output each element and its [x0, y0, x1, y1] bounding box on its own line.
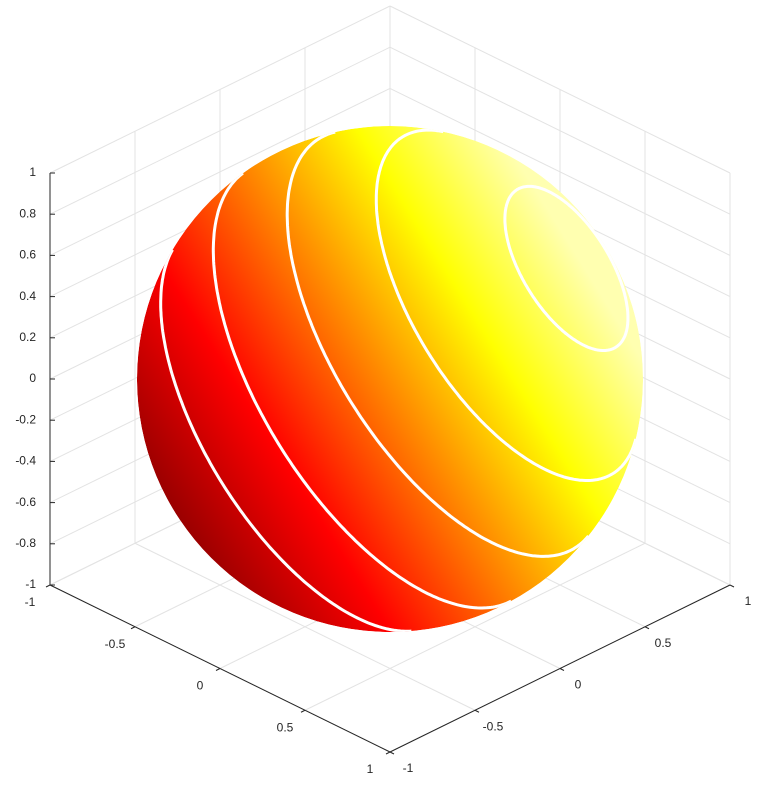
z-tick-label: 1 [29, 165, 36, 179]
contour-line [374, 128, 638, 482]
tick-mark [474, 709, 480, 713]
grid-line [49, 5, 391, 174]
z-tick-label: 0.2 [19, 330, 36, 344]
contour-line [503, 184, 630, 352]
grid-line [49, 87, 391, 256]
sphere [137, 126, 643, 632]
z-tick-label: 0 [29, 371, 36, 385]
x-tick-label: -1 [25, 595, 36, 609]
sphere-surface [137, 126, 643, 632]
x-tick-label: 1 [367, 762, 374, 776]
tick-mark [729, 584, 735, 588]
grid-line [389, 87, 731, 256]
tick-mark [389, 751, 395, 755]
y-tick-label: 1 [745, 594, 752, 608]
x-tick-label: 0 [197, 679, 204, 693]
contour-line [159, 249, 412, 632]
z-tick-label: 0.4 [19, 289, 36, 303]
grid-line [389, 46, 731, 215]
x-tick-label: -0.5 [105, 637, 126, 651]
z-tick-label: -0.4 [15, 454, 36, 468]
y-tick-label: -1 [403, 761, 414, 775]
tick-mark [130, 626, 136, 630]
y-tick-label: 0 [575, 678, 582, 692]
tick-mark [300, 709, 306, 713]
y-tick-label: -0.5 [483, 719, 504, 733]
z-tick-label: -0.6 [15, 495, 36, 509]
grid-line [134, 542, 476, 711]
y-tick-label: 0.5 [655, 636, 672, 650]
z-tick-label: -0.8 [15, 536, 36, 550]
tick-mark [385, 751, 391, 755]
tick-mark [559, 668, 565, 671]
x-tick-label: 0.5 [277, 720, 294, 734]
contour-line [211, 171, 512, 610]
tick-mark [45, 584, 51, 588]
tick-mark [644, 626, 650, 630]
z-tick-label: 0.8 [19, 206, 36, 220]
grid-line [49, 46, 391, 215]
tick-mark [215, 668, 221, 671]
contour-line [285, 130, 590, 558]
z-tick-label: -1 [25, 577, 36, 591]
z-tick-label: 0.6 [19, 248, 36, 262]
grid-line [389, 5, 731, 174]
z-tick-label: -0.2 [15, 412, 36, 426]
